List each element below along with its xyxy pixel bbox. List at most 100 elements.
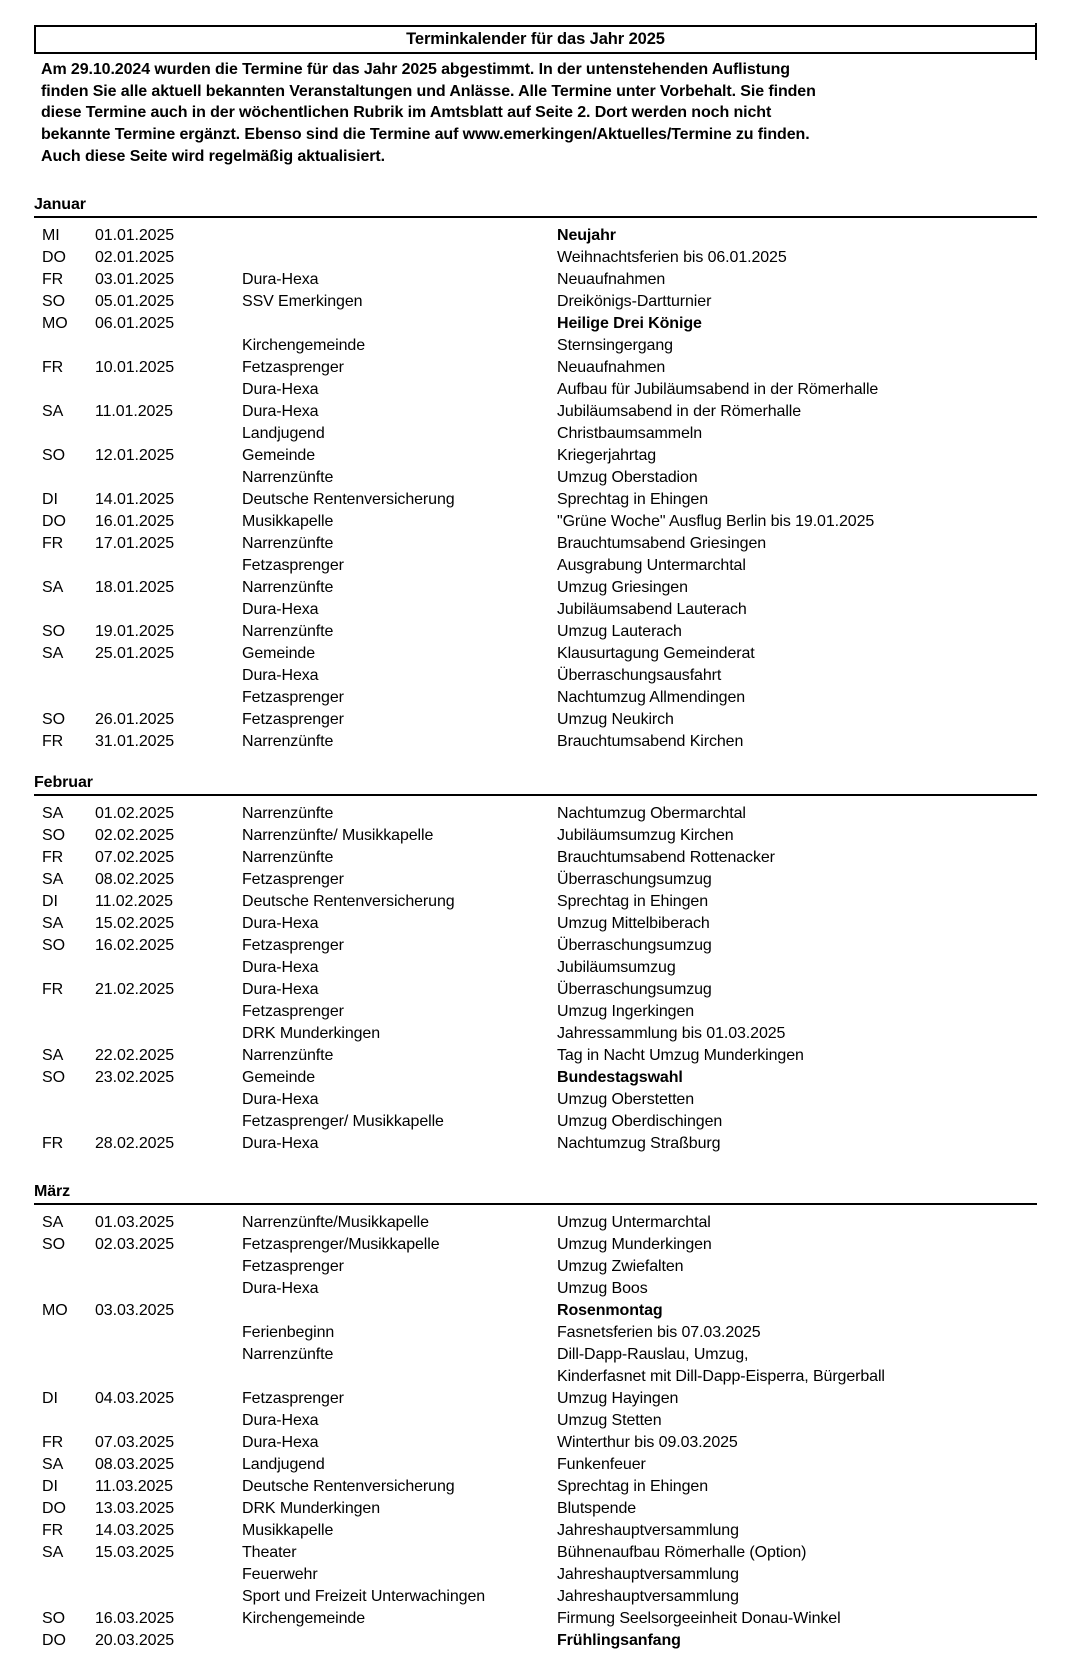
cell-organizer: Fetzasprenger <box>242 711 344 728</box>
cell-event: Umzug Stetten <box>557 1412 662 1429</box>
cell-date: 08.03.2025 <box>95 1456 175 1473</box>
cell-organizer: Narrenzünfte/ Musikkapelle <box>242 827 434 844</box>
cell-date: 01.01.2025 <box>95 227 175 244</box>
cell-event: "Grüne Woche" Ausflug Berlin bis 19.01.2… <box>557 513 875 530</box>
cell-organizer: Sport und Freizeit Unterwachingen <box>242 1588 486 1605</box>
cell-event: Klausurtagung Gemeinderat <box>557 645 755 662</box>
cell-organizer: Dura-Hexa <box>242 403 319 420</box>
intro-line: finden Sie alle aktuell bekannten Verans… <box>41 82 816 100</box>
cell-event: Nachtumzug Straßburg <box>557 1135 721 1152</box>
cell-date: 12.01.2025 <box>95 447 175 464</box>
cell-date: 14.03.2025 <box>95 1522 175 1539</box>
cell-date: 26.01.2025 <box>95 711 175 728</box>
cell-event: Umzug Hayingen <box>557 1390 679 1407</box>
cell-event: Überraschungsumzug <box>557 981 712 998</box>
event-row: FR 07.03.2025 Dura-Hexa Winterthur bis 0… <box>34 1432 1037 1454</box>
cell-day: MI <box>42 227 60 244</box>
cell-organizer: Landjugend <box>242 425 325 442</box>
cell-organizer: Fetzasprenger/Musikkapelle <box>242 1236 440 1253</box>
event-row: SO 05.01.2025 SSV Emerkingen Dreikönigs-… <box>34 291 1037 313</box>
intro-line: bekannte Termine ergänzt. Ebenso sind di… <box>41 126 810 144</box>
cell-event: Überraschungsausfahrt <box>557 667 722 684</box>
cell-date: 25.01.2025 <box>95 645 175 662</box>
event-row: Fetzasprenger Ausgrabung Untermarchtal <box>34 555 1037 577</box>
event-row: SA 22.02.2025 Narrenzünfte Tag in Nacht … <box>34 1045 1037 1067</box>
event-row: Ferienbeginn Fasnetsferien bis 07.03.202… <box>34 1322 1037 1344</box>
cell-organizer: Deutsche Rentenversicherung <box>242 491 455 508</box>
cell-organizer: Dura-Hexa <box>242 271 319 288</box>
cell-day: MO <box>42 315 68 332</box>
cell-organizer: Narrenzünfte <box>242 535 334 552</box>
cell-event: Fasnetsferien bis 07.03.2025 <box>557 1324 761 1341</box>
cell-day: SA <box>42 403 64 420</box>
cell-event: Nachtumzug Allmendingen <box>557 689 746 706</box>
cell-organizer: Dura-Hexa <box>242 981 319 998</box>
cell-day: DI <box>42 1390 58 1407</box>
event-row: SA 08.03.2025 Landjugend Funkenfeuer <box>34 1454 1037 1476</box>
cell-day: SA <box>42 579 64 596</box>
event-row: DO 16.01.2025 Musikkapelle "Grüne Woche"… <box>34 511 1037 533</box>
cell-event: Heilige Drei Könige <box>557 315 702 332</box>
cell-organizer: Kirchengemeinde <box>242 1610 366 1627</box>
cell-date: 16.02.2025 <box>95 937 175 954</box>
cell-organizer: Dura-Hexa <box>242 1280 319 1297</box>
event-row: Landjugend Christbaumsammeln <box>34 423 1037 445</box>
cell-organizer: Fetzasprenger <box>242 871 344 888</box>
cell-event: Umzug Munderkingen <box>557 1236 712 1253</box>
event-row: SA 01.02.2025 Narrenzünfte Nachtumzug Ob… <box>34 803 1037 825</box>
cell-day: FR <box>42 849 64 866</box>
page-title: Terminkalender für das Jahr 2025 <box>406 30 665 48</box>
event-row: DI 14.01.2025 Deutsche Rentenversicherun… <box>34 489 1037 511</box>
cell-date: 19.01.2025 <box>95 623 175 640</box>
cell-day: SA <box>42 1214 64 1231</box>
cell-event: Rosenmontag <box>557 1302 663 1319</box>
cell-organizer: Dura-Hexa <box>242 1412 319 1429</box>
event-row: Dura-Hexa Umzug Boos <box>34 1278 1037 1300</box>
cell-event: Jahressammlung bis 01.03.2025 <box>557 1025 786 1042</box>
cell-date: 16.03.2025 <box>95 1610 175 1627</box>
month-divider <box>34 216 1037 218</box>
cell-date: 02.01.2025 <box>95 249 175 266</box>
cell-organizer: Kirchengemeinde <box>242 337 366 354</box>
cell-organizer: Theater <box>242 1544 297 1561</box>
cell-date: 07.03.2025 <box>95 1434 175 1451</box>
cell-event: Überraschungsumzug <box>557 871 712 888</box>
cell-organizer: Dura-Hexa <box>242 381 319 398</box>
cell-day: DI <box>42 1478 58 1495</box>
title-box-right-edge <box>1035 23 1037 60</box>
cell-organizer: Fetzasprenger <box>242 1003 344 1020</box>
cell-day: SO <box>42 1610 65 1627</box>
cell-event: Sprechtag in Ehingen <box>557 893 709 910</box>
cell-date: 03.03.2025 <box>95 1302 175 1319</box>
cell-day: DO <box>42 513 66 530</box>
cell-event: Umzug Oberstadion <box>557 469 698 486</box>
cell-day: SA <box>42 1456 64 1473</box>
cell-event: Umzug Neukirch <box>557 711 674 728</box>
cell-event: Umzug Griesingen <box>557 579 688 596</box>
event-row: SA 18.01.2025 Narrenzünfte Umzug Griesin… <box>34 577 1037 599</box>
cell-date: 20.03.2025 <box>95 1632 175 1649</box>
cell-event: Tag in Nacht Umzug Munderkingen <box>557 1047 804 1064</box>
cell-date: 02.03.2025 <box>95 1236 175 1253</box>
event-row: Narrenzünfte Dill-Dapp-Rauslau, Umzug, <box>34 1344 1037 1366</box>
cell-organizer: Gemeinde <box>242 447 316 464</box>
cell-date: 08.02.2025 <box>95 871 175 888</box>
event-row: Fetzasprenger Nachtumzug Allmendingen <box>34 687 1037 709</box>
event-row: DO 13.03.2025 DRK Munderkingen Blutspend… <box>34 1498 1037 1520</box>
event-row: Fetzasprenger Umzug Ingerkingen <box>34 1001 1037 1023</box>
event-row: SA 25.01.2025 Gemeinde Klausurtagung Gem… <box>34 643 1037 665</box>
event-row: SA 15.03.2025 Theater Bühnenaufbau Römer… <box>34 1542 1037 1564</box>
cell-day: MO <box>42 1302 68 1319</box>
month-section: Januar MI 01.01.2025 Neujahr DO 02.01.20… <box>34 196 1037 753</box>
cell-date: 06.01.2025 <box>95 315 175 332</box>
cell-organizer: Narrenzünfte <box>242 1047 334 1064</box>
cell-event: Weihnachtsferien bis 06.01.2025 <box>557 249 787 266</box>
cell-organizer: Narrenzünfte <box>242 733 334 750</box>
month-divider <box>34 1203 1037 1205</box>
month-rows: SA 01.02.2025 Narrenzünfte Nachtumzug Ob… <box>34 803 1037 1155</box>
cell-date: 17.01.2025 <box>95 535 175 552</box>
cell-organizer: Narrenzünfte <box>242 849 334 866</box>
cell-organizer: Ferienbeginn <box>242 1324 335 1341</box>
cell-event: Umzug Zwiefalten <box>557 1258 684 1275</box>
cell-day: DO <box>42 249 66 266</box>
